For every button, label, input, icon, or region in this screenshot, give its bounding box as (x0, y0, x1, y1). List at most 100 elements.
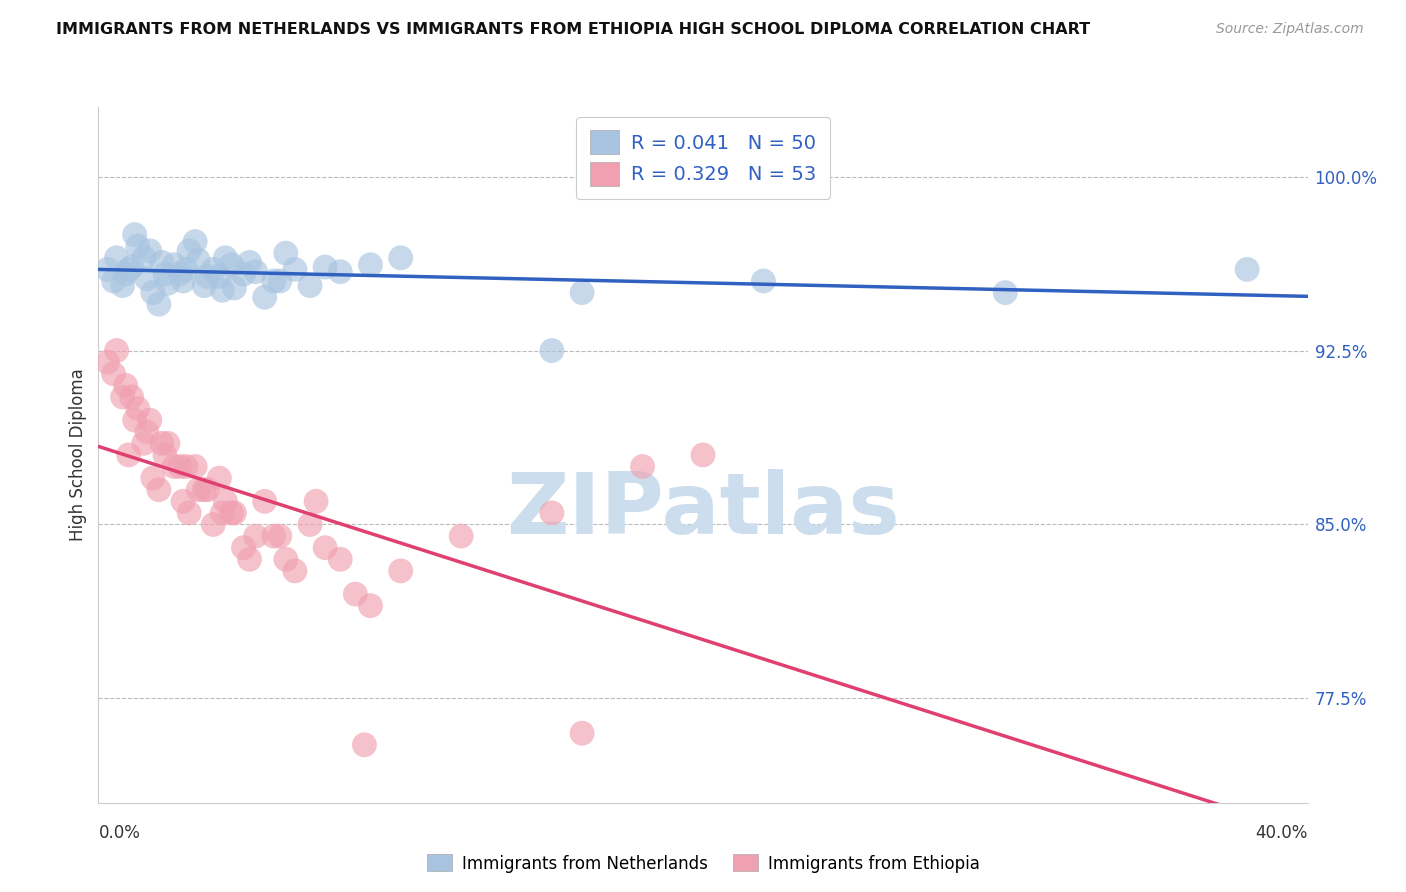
Point (172, 494, 194, 508)
Point (184, 235, 207, 249)
Point (692, 448, 714, 462)
Point (284, 564, 307, 578)
Point (132, 251, 155, 265)
Point (179, 244, 201, 258)
Point (193, 483, 215, 497)
Point (239, 552, 262, 566)
Point (245, 265, 267, 279)
Point (111, 390, 134, 404)
Point (114, 267, 136, 281)
Point (96, 262, 118, 277)
Text: IMMIGRANTS FROM NETHERLANDS VS IMMIGRANTS FROM ETHIOPIA HIGH SCHOOL DIPLOMA CORR: IMMIGRANTS FROM NETHERLANDS VS IMMIGRANT… (56, 22, 1091, 37)
Point (139, 413, 162, 427)
Point (344, 587, 367, 601)
Text: 40.0%: 40.0% (1256, 823, 1308, 842)
Point (118, 262, 141, 277)
Point (174, 459, 197, 474)
Point (208, 471, 231, 485)
Point (274, 246, 297, 260)
Point (263, 274, 285, 288)
Point (314, 260, 336, 274)
Point (214, 494, 236, 508)
Point (232, 541, 254, 555)
Y-axis label: High School Diploma: High School Diploma (69, 368, 87, 541)
Point (389, 564, 412, 578)
Point (195, 483, 218, 497)
Point (193, 278, 215, 293)
Point (121, 390, 143, 404)
Point (127, 239, 149, 253)
Point (221, 506, 243, 520)
Point (245, 529, 267, 543)
Point (274, 552, 297, 566)
Point (224, 506, 246, 520)
Point (232, 267, 254, 281)
Point (124, 413, 146, 427)
Text: 0.0%: 0.0% (98, 823, 141, 842)
Point (187, 483, 209, 497)
Point (353, 738, 375, 752)
Point (153, 267, 176, 281)
Point (269, 529, 291, 543)
Point (571, 726, 593, 740)
Point (450, 529, 472, 543)
Point (153, 448, 176, 462)
Point (305, 494, 328, 508)
Point (253, 494, 276, 508)
Text: ZIPatlas: ZIPatlas (506, 469, 900, 552)
Point (214, 251, 236, 265)
Point (124, 227, 146, 242)
Point (142, 285, 165, 300)
Point (224, 281, 246, 295)
Point (329, 265, 352, 279)
Point (299, 517, 322, 532)
Point (105, 343, 128, 358)
Point (135, 425, 157, 439)
Point (114, 378, 136, 392)
Point (208, 269, 231, 284)
Text: Source: ZipAtlas.com: Source: ZipAtlas.com (1216, 22, 1364, 37)
Point (105, 251, 128, 265)
Point (96, 355, 118, 369)
Point (187, 253, 209, 268)
Point (132, 436, 155, 450)
Point (156, 436, 179, 450)
Point (571, 285, 593, 300)
Point (148, 483, 170, 497)
Point (150, 436, 173, 450)
Point (269, 274, 291, 288)
Point (360, 258, 382, 272)
Point (263, 529, 285, 543)
Point (179, 506, 201, 520)
Point (994, 285, 1017, 300)
Point (184, 459, 207, 474)
Point (148, 297, 170, 311)
Point (221, 258, 243, 272)
Point (1236, 262, 1258, 277)
Point (314, 541, 336, 555)
Point (139, 244, 162, 258)
Point (541, 506, 564, 520)
Point (239, 255, 262, 269)
Point (135, 271, 157, 285)
Point (631, 459, 654, 474)
Point (103, 274, 125, 288)
Legend: Immigrants from Netherlands, Immigrants from Ethiopia: Immigrants from Netherlands, Immigrants … (420, 847, 986, 880)
Point (211, 283, 233, 297)
Legend: R = 0.041   N = 50, R = 0.329   N = 53: R = 0.041 N = 50, R = 0.329 N = 53 (576, 117, 830, 199)
Point (202, 262, 225, 277)
Point (752, 274, 775, 288)
Point (253, 290, 276, 304)
Point (118, 448, 141, 462)
Point (150, 255, 173, 269)
Point (169, 267, 191, 281)
Point (195, 269, 218, 284)
Point (541, 343, 564, 358)
Point (389, 251, 412, 265)
Point (174, 262, 197, 277)
Point (211, 506, 233, 520)
Point (111, 278, 134, 293)
Point (299, 278, 322, 293)
Point (121, 260, 143, 274)
Point (202, 517, 225, 532)
